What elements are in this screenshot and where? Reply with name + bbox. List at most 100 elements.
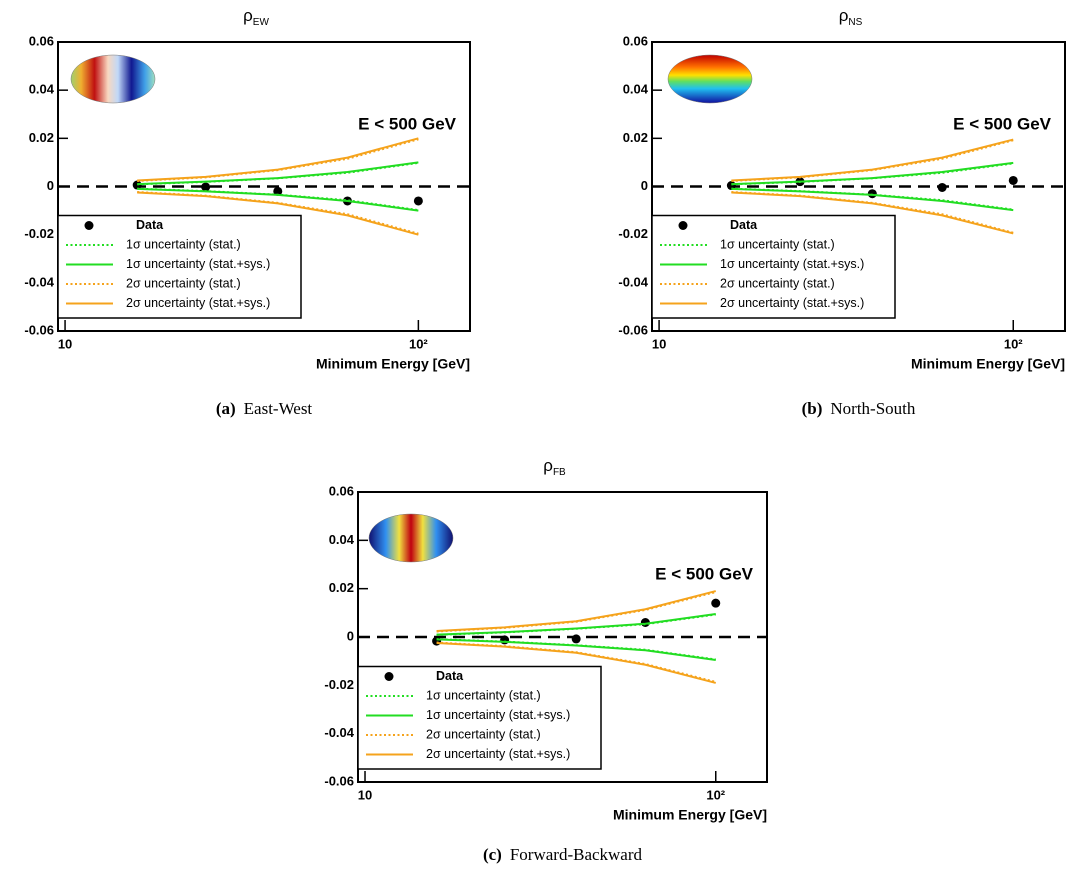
- band-line: [436, 638, 716, 661]
- legend-label: 1σ uncertainty (stat.+sys.): [720, 257, 864, 271]
- x-tick-label: 10: [652, 336, 666, 351]
- y-tick-label: -0.04: [24, 274, 54, 289]
- band-line: [436, 591, 716, 633]
- legend-label: Data: [136, 218, 164, 232]
- band-line: [137, 161, 419, 186]
- y-tick-label: 0.02: [29, 130, 54, 145]
- y-tick-label: -0.06: [24, 322, 54, 337]
- legend-label: 2σ uncertainty (stat.+sys.): [426, 747, 570, 761]
- y-tick-label: -0.06: [618, 322, 648, 337]
- band-line: [731, 138, 1014, 182]
- legend-label: 2σ uncertainty (stat.): [126, 276, 241, 290]
- plot-frame: [357, 491, 768, 783]
- annotation: E < 500 GeV: [655, 564, 753, 583]
- legend-label: 1σ uncertainty (stat.): [426, 688, 541, 702]
- y-tick-label: -0.04: [618, 274, 648, 289]
- chart-title: ρEW: [243, 6, 269, 27]
- legend-label: 1σ uncertainty (stat.+sys.): [426, 708, 570, 722]
- y-tick-label: 0: [347, 628, 354, 643]
- data-point: [500, 635, 510, 645]
- legend-marker: [84, 221, 94, 230]
- band-line: [137, 187, 419, 212]
- y-tick-label: 0.02: [623, 130, 648, 145]
- legend-label: 1σ uncertainty (stat.): [720, 237, 835, 251]
- band-line: [731, 161, 1014, 186]
- annotation: E < 500 GeV: [358, 114, 456, 133]
- legend-label: Data: [436, 669, 464, 683]
- y-tick-label: 0: [47, 178, 54, 193]
- sky-map-inset: [70, 54, 156, 104]
- data-point: [413, 196, 423, 206]
- band-line: [731, 162, 1014, 186]
- band-line: [436, 613, 716, 636]
- y-tick-label: 0.06: [623, 33, 648, 48]
- y-tick-label: 0.04: [623, 82, 649, 97]
- band-line: [436, 642, 716, 684]
- title-symbol: ρ: [243, 6, 253, 25]
- x-tick-label: 10: [58, 336, 72, 351]
- caption: (a) East-West: [216, 399, 313, 418]
- chart-title: ρFB: [543, 456, 566, 477]
- y-tick-label: -0.02: [324, 677, 354, 692]
- caption-text: East-West: [244, 399, 313, 418]
- plot-frame: [57, 41, 471, 332]
- y-tick-label: 0.02: [329, 580, 354, 595]
- legend-label: 2σ uncertainty (stat.): [426, 727, 541, 741]
- title-subscript: EW: [253, 17, 270, 28]
- chart-title: ρNS: [839, 6, 863, 27]
- y-tick-label: -0.04: [324, 725, 354, 740]
- x-tick-label: 10²: [706, 787, 725, 802]
- y-tick-label: 0: [641, 178, 648, 193]
- y-tick-label: 0.06: [29, 33, 54, 48]
- y-tick-label: -0.06: [324, 773, 354, 788]
- title-subscript: NS: [848, 17, 862, 28]
- band-line: [436, 590, 716, 632]
- band-line: [731, 187, 1014, 212]
- legend-marker: [384, 672, 394, 681]
- band-line: [137, 137, 419, 182]
- legend-label: 2σ uncertainty (stat.+sys.): [126, 296, 270, 310]
- band-line: [137, 191, 419, 236]
- data-point: [937, 182, 947, 192]
- legend-box: [57, 214, 302, 319]
- data-point: [432, 636, 442, 646]
- title-symbol: ρ: [839, 6, 849, 25]
- band-line: [731, 191, 1014, 235]
- caption-text: North-South: [830, 399, 916, 418]
- legend-box: [651, 214, 896, 319]
- x-axis-label: Minimum Energy [GeV]: [911, 356, 1065, 372]
- data-point: [571, 634, 581, 644]
- legend-label: 2σ uncertainty (stat.): [720, 276, 835, 290]
- band-line: [137, 161, 419, 186]
- sky-map-inset: [368, 513, 454, 563]
- band-line: [731, 139, 1014, 182]
- x-axis-label: Minimum Energy [GeV]: [316, 356, 470, 372]
- caption-label: (c): [483, 845, 502, 864]
- data-point: [201, 182, 211, 192]
- caption-label: (a): [216, 399, 236, 418]
- title-subscript: FB: [553, 467, 566, 478]
- band-line: [436, 613, 716, 636]
- legend-label: 1σ uncertainty (stat.): [126, 237, 241, 251]
- y-tick-label: 0.04: [29, 82, 55, 97]
- caption: (b) North-South: [802, 399, 916, 418]
- data-point: [711, 598, 721, 608]
- legend-label: 1σ uncertainty (stat.+sys.): [126, 257, 270, 271]
- data-point: [132, 180, 142, 190]
- caption-label: (b): [802, 399, 823, 418]
- plot-frame: [651, 41, 1066, 332]
- data-point: [1008, 175, 1018, 185]
- y-tick-label: -0.02: [24, 226, 54, 241]
- legend-box: [357, 665, 602, 770]
- x-tick-label: 10²: [1004, 336, 1023, 351]
- annotation: E < 500 GeV: [953, 114, 1051, 133]
- caption: (c) Forward-Backward: [483, 845, 643, 864]
- x-tick-label: 10²: [409, 336, 428, 351]
- legend-marker: [678, 221, 688, 230]
- y-tick-label: 0.06: [329, 483, 354, 498]
- sky-map-inset: [667, 54, 753, 104]
- title-symbol: ρ: [543, 456, 553, 475]
- y-tick-label: -0.02: [618, 226, 648, 241]
- band-line: [137, 138, 419, 182]
